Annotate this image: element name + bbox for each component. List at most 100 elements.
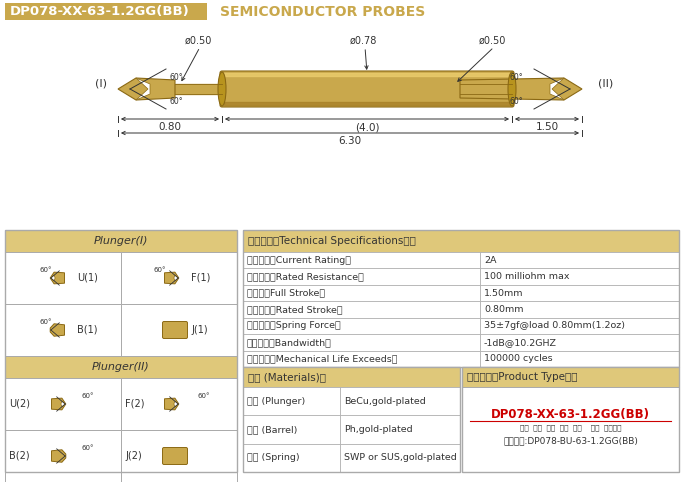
FancyBboxPatch shape	[163, 447, 187, 465]
Polygon shape	[51, 450, 66, 462]
Bar	[243, 415, 340, 443]
Polygon shape	[550, 78, 564, 100]
Text: 系列  规格  头型  总长  弹力    镀金  针头材质: 系列 规格 头型 总长 弹力 镀金 针头材质	[520, 424, 621, 431]
Bar	[5, 304, 121, 356]
Bar	[480, 285, 679, 301]
Bar	[243, 443, 340, 472]
Bar	[243, 318, 480, 334]
Text: 35±7gf@load 0.80mm(1.2oz): 35±7gf@load 0.80mm(1.2oz)	[484, 321, 625, 331]
Text: Ph,gold-plated: Ph,gold-plated	[344, 425, 412, 434]
Bar	[462, 387, 679, 472]
Text: 100000 cycles: 100000 cycles	[484, 354, 553, 363]
Text: (I): (I)	[95, 79, 107, 89]
Bar	[243, 252, 480, 268]
Text: 满行程（Full Stroke）: 满行程（Full Stroke）	[247, 289, 325, 297]
Text: 额定电阻（Rated Resistance）: 额定电阻（Rated Resistance）	[247, 272, 364, 281]
Text: Plunger(II): Plunger(II)	[92, 362, 150, 372]
Bar	[243, 230, 679, 252]
Bar	[340, 387, 460, 415]
Text: 60°: 60°	[197, 393, 209, 399]
FancyBboxPatch shape	[220, 71, 514, 107]
Text: 60°: 60°	[40, 319, 53, 325]
Bar	[480, 252, 679, 268]
Text: J(2): J(2)	[125, 451, 142, 461]
Bar	[5, 230, 237, 252]
Bar	[340, 415, 460, 443]
Text: 60°: 60°	[170, 96, 183, 106]
Ellipse shape	[218, 72, 226, 106]
Polygon shape	[50, 275, 55, 281]
Bar	[340, 443, 460, 472]
Polygon shape	[164, 398, 179, 410]
Polygon shape	[51, 398, 66, 410]
Text: 弹簧 (Spring): 弹簧 (Spring)	[247, 454, 300, 462]
Polygon shape	[164, 272, 179, 284]
Text: -1dB@10.2GHZ: -1dB@10.2GHZ	[484, 338, 557, 347]
Polygon shape	[50, 272, 64, 284]
Text: 60°: 60°	[153, 267, 166, 273]
Ellipse shape	[508, 72, 516, 106]
Text: 100 milliohm max: 100 milliohm max	[484, 272, 570, 281]
Text: F(1): F(1)	[191, 273, 211, 283]
FancyBboxPatch shape	[163, 321, 187, 338]
Text: BeCu,gold-plated: BeCu,gold-plated	[344, 397, 425, 406]
Bar	[480, 350, 679, 367]
Text: 成品型号（Product Type）：: 成品型号（Product Type）：	[467, 372, 577, 382]
Text: 0.80mm: 0.80mm	[484, 305, 523, 314]
Bar	[243, 350, 480, 367]
Text: 技术要求（Technical Specifications）：: 技术要求（Technical Specifications）：	[248, 236, 416, 246]
Polygon shape	[50, 324, 64, 336]
Text: SEMICONDUCTOR PROBES: SEMICONDUCTOR PROBES	[220, 4, 425, 18]
Text: 60°: 60°	[510, 72, 524, 81]
Bar	[480, 318, 679, 334]
Bar	[480, 268, 679, 285]
Text: F(2): F(2)	[125, 399, 144, 409]
Text: 0.80: 0.80	[159, 122, 181, 132]
Text: 60°: 60°	[81, 445, 94, 451]
Bar	[5, 252, 121, 304]
Bar	[243, 367, 460, 387]
Text: (II): (II)	[598, 79, 614, 89]
Text: 额定电流（Current Rating）: 额定电流（Current Rating）	[247, 256, 351, 265]
Text: 针管 (Barrel): 针管 (Barrel)	[247, 425, 298, 434]
Text: 额定行程（Rated Stroke）: 额定行程（Rated Stroke）	[247, 305, 343, 314]
Polygon shape	[174, 401, 179, 407]
Text: SWP or SUS,gold-plated: SWP or SUS,gold-plated	[344, 454, 457, 462]
Text: 额定弹力（Spring Force）: 额定弹力（Spring Force）	[247, 321, 341, 331]
Bar	[121, 252, 237, 304]
Polygon shape	[118, 78, 175, 100]
Text: 60°: 60°	[510, 96, 524, 106]
Text: ø0.50: ø0.50	[478, 36, 505, 46]
Text: DP078-XX-63-1.2GG(BB): DP078-XX-63-1.2GG(BB)	[10, 5, 189, 18]
Text: 2A: 2A	[484, 256, 497, 265]
Text: U(2): U(2)	[9, 399, 30, 409]
Text: (4.0): (4.0)	[355, 122, 379, 132]
Text: ø0.50: ø0.50	[184, 36, 211, 46]
Text: 订购举例:DP078-BU-63-1.2GG(BB): 订购举例:DP078-BU-63-1.2GG(BB)	[503, 436, 638, 445]
Bar	[121, 378, 237, 430]
Polygon shape	[136, 78, 150, 100]
Text: 60°: 60°	[170, 72, 183, 81]
Bar	[243, 268, 480, 285]
Text: 1.50: 1.50	[536, 122, 559, 132]
Bar	[480, 334, 679, 350]
Text: 60°: 60°	[40, 267, 53, 273]
Polygon shape	[61, 401, 66, 407]
Bar	[243, 367, 460, 472]
Text: B(1): B(1)	[77, 325, 98, 335]
Bar	[243, 334, 480, 350]
Text: 频率带宽（Bandwidth）: 频率带宽（Bandwidth）	[247, 338, 332, 347]
Text: J(1): J(1)	[191, 325, 208, 335]
Bar	[121, 304, 237, 356]
Bar	[5, 3, 207, 20]
Text: DP078-XX-63-1.2GG(BB): DP078-XX-63-1.2GG(BB)	[491, 408, 650, 421]
Polygon shape	[460, 78, 582, 100]
Bar	[5, 378, 121, 430]
Text: U(1): U(1)	[77, 273, 98, 283]
Text: 测试寿命（Mechanical Life Exceeds）: 测试寿命（Mechanical Life Exceeds）	[247, 354, 397, 363]
Text: 6.30: 6.30	[339, 136, 362, 146]
Bar	[480, 301, 679, 318]
Bar	[5, 356, 237, 378]
Bar	[243, 301, 480, 318]
Bar	[5, 430, 121, 482]
